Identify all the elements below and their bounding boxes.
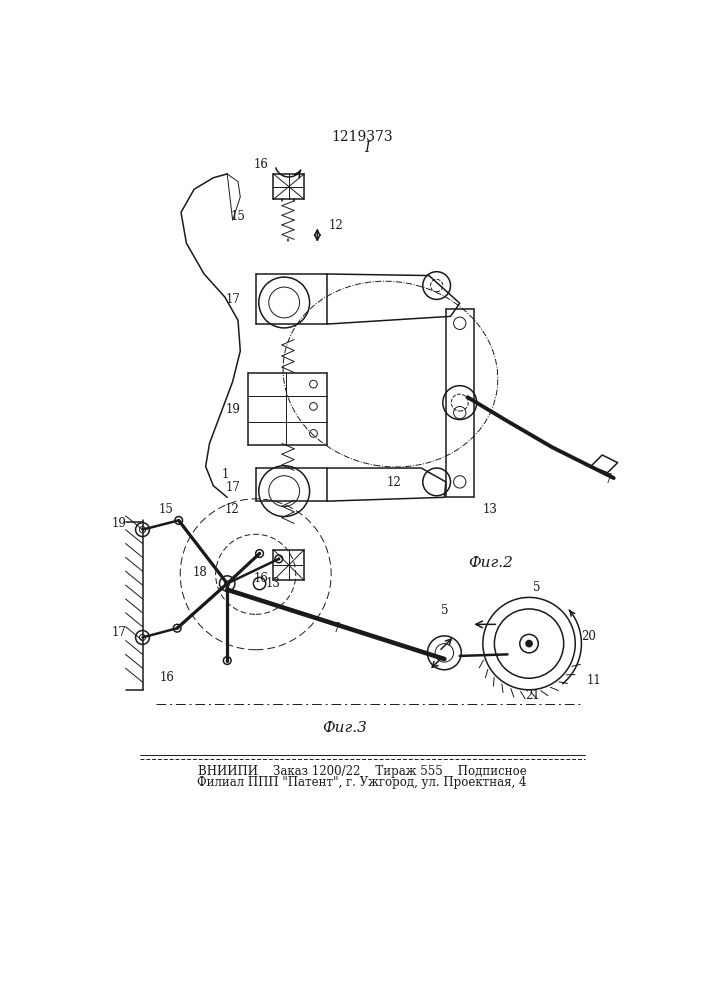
Circle shape [275, 555, 283, 563]
Text: 16: 16 [254, 572, 269, 585]
Text: 12: 12 [329, 219, 344, 232]
Text: 1: 1 [221, 468, 228, 481]
Text: 13: 13 [483, 503, 498, 516]
Text: 21: 21 [525, 689, 540, 702]
Text: 12: 12 [225, 503, 240, 516]
Circle shape [175, 517, 182, 524]
Circle shape [258, 552, 261, 555]
Text: 7: 7 [604, 473, 612, 486]
Circle shape [173, 624, 181, 632]
Text: 1219373: 1219373 [331, 130, 393, 144]
Circle shape [277, 557, 281, 560]
Text: 11: 11 [587, 674, 602, 687]
Text: ВНИИПИ    Заказ 1200/22    Тираж 555    Подписное: ВНИИПИ Заказ 1200/22 Тираж 555 Подписное [197, 765, 526, 778]
Text: Фиг.3: Фиг.3 [322, 721, 367, 735]
Text: 19: 19 [225, 403, 240, 416]
Text: 19: 19 [112, 517, 127, 530]
Text: 16: 16 [254, 158, 269, 171]
Text: 5: 5 [533, 581, 540, 594]
Circle shape [225, 581, 230, 586]
Text: 17: 17 [112, 626, 127, 639]
Text: 15: 15 [158, 503, 173, 516]
Text: 13: 13 [266, 577, 281, 590]
Text: 17: 17 [225, 481, 240, 494]
Circle shape [177, 519, 180, 522]
Text: 7: 7 [333, 622, 340, 635]
Text: 12: 12 [387, 476, 402, 489]
Text: 18: 18 [192, 566, 207, 579]
Circle shape [525, 640, 533, 647]
Text: Филиал ППП "Патент", г. Ужгород, ул. Проектная, 4: Филиал ППП "Патент", г. Ужгород, ул. Про… [197, 776, 527, 789]
Text: 17: 17 [225, 293, 240, 306]
Text: 16: 16 [160, 671, 175, 684]
Text: 5: 5 [440, 604, 448, 617]
Circle shape [175, 627, 179, 630]
Text: 20: 20 [581, 630, 596, 643]
Text: 15: 15 [230, 210, 245, 223]
Circle shape [223, 657, 231, 664]
Circle shape [253, 577, 266, 590]
Circle shape [256, 550, 264, 557]
Text: Фиг.2: Фиг.2 [468, 556, 513, 570]
Text: I: I [365, 141, 370, 155]
Circle shape [226, 659, 229, 662]
